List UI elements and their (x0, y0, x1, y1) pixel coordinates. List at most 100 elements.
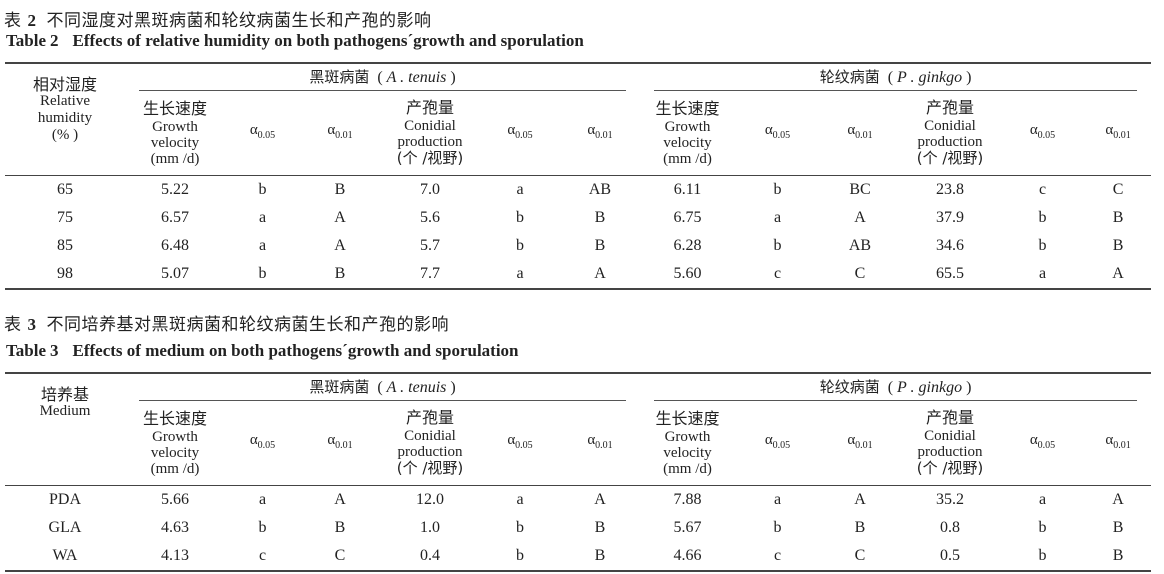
alpha-header: α0.05 (735, 401, 820, 485)
conidial-production-header: 产孢量 Conidial production (个 /视野) (900, 91, 1000, 175)
table-cell: b (516, 208, 524, 226)
table-cell: c (1038, 180, 1047, 198)
conidia-en: production (917, 134, 983, 151)
conidia-unit: (个 /视野) (916, 459, 984, 478)
alpha-header: α0.05 (225, 401, 300, 485)
alpha-level: 0.05 (257, 129, 276, 141)
table-cell: 5.7 (420, 236, 440, 254)
group-header: 黑斑病菌 ( A . tenuis ) (125, 373, 640, 401)
alpha-header: α0.01 (1085, 91, 1151, 175)
table-cell: b (1038, 236, 1047, 254)
group-name-cn: 黑斑病菌 (309, 68, 370, 86)
row-header-en: humidity (37, 110, 93, 126)
conidia-unit: (个 /视野) (916, 149, 984, 168)
table-cell: BC (849, 180, 871, 198)
caption-prefix: Table (6, 31, 47, 50)
table-row: PDA 5.66 a A 12.0 a A 7.88 a A 35.2 a A (5, 485, 1151, 514)
table-cell: A (334, 208, 346, 226)
alpha-symbol: α (587, 431, 596, 448)
table-cell: b (1038, 546, 1047, 564)
table-cell: b (516, 546, 524, 564)
group-latin-name: A . tenuis (386, 379, 447, 396)
table-caption-en: Table 3 Effects of medium on both pathogen… (6, 341, 519, 361)
table-cell: a (773, 208, 782, 226)
table-cell: 34.6 (936, 236, 964, 254)
table-cell: b (258, 264, 267, 282)
table-cell: 4.13 (161, 546, 189, 564)
table-cell: a (258, 236, 267, 254)
row-header-cn: 培养基 (40, 385, 89, 404)
alpha-header: α0.05 (480, 401, 560, 485)
row-label: 85 (57, 236, 73, 254)
table-row: GLA 4.63 b B 1.0 b B 5.67 b B 0.8 b B (5, 514, 1151, 542)
growth-en: (mm /d) (150, 150, 200, 167)
table-cell: AB (848, 236, 872, 254)
caption-text: Effects of relative humidity on both pat… (72, 31, 584, 50)
alpha-level: 0.05 (772, 129, 791, 141)
alpha-level: 0.05 (515, 439, 533, 451)
table-cell: B (1112, 546, 1124, 564)
conidia-cn: 产孢量 (925, 98, 974, 118)
table-cell: 5.6 (420, 208, 440, 226)
row-label: 75 (57, 208, 73, 226)
growth-en: Growth (664, 118, 711, 135)
table-cell: B (854, 518, 866, 536)
alpha-header: α0.05 (1000, 91, 1085, 175)
growth-velocity-header: 生长速度 Growth velocity (mm /d) (125, 91, 225, 175)
group-latin-name: P . ginkgo (897, 69, 963, 86)
alpha-level: 0.01 (855, 439, 873, 451)
table-cell: a (258, 490, 267, 508)
table-cell: A (854, 208, 866, 226)
table-cell: 6.48 (161, 236, 189, 254)
growth-en: velocity (663, 134, 712, 151)
row-header-en: (% ) (51, 127, 79, 143)
table-cell: 35.2 (936, 490, 964, 508)
alpha-symbol: α (327, 431, 336, 448)
conidia-en: production (397, 134, 463, 151)
table-cell: c (773, 546, 782, 564)
table-cell: 5.60 (673, 264, 702, 282)
table-cell: a (516, 264, 524, 282)
conidia-en: Conidial (404, 118, 456, 135)
table-cell: 1.0 (420, 518, 440, 536)
table-cell: 0.8 (940, 518, 960, 536)
growth-velocity-header: 生长速度 Growth velocity (mm /d) (125, 401, 225, 485)
table-cell: 37.9 (936, 208, 964, 226)
table-cell: A (1112, 264, 1124, 282)
table-cell: 5.67 (673, 518, 702, 536)
table-cell: A (334, 236, 346, 254)
growth-en: (mm /d) (150, 460, 200, 477)
table-cell: b (1038, 518, 1047, 536)
table-cell: 6.28 (673, 236, 702, 254)
growth-cn: 生长速度 (655, 98, 720, 118)
alpha-level: 0.05 (257, 439, 276, 451)
table-cell: A (594, 264, 606, 282)
conidia-cn: 产孢量 (405, 408, 454, 428)
alpha-level: 0.01 (595, 129, 613, 141)
table-cell: a (516, 490, 524, 508)
table-cell: A (1112, 490, 1124, 508)
alpha-level: 0.01 (595, 439, 613, 451)
growth-velocity-header: 生长速度 Growth velocity (mm /d) (640, 401, 735, 485)
alpha-header: α0.05 (1000, 401, 1085, 485)
table-cell: 6.11 (673, 180, 702, 198)
table-cell: 7.7 (420, 264, 440, 282)
group-latin-name: A . tenuis (386, 69, 447, 86)
growth-en: (mm /d) (663, 460, 712, 477)
table-caption-cn: 表 2 不同湿度对黑斑病菌和轮纹病菌生长和产孢的影响 (4, 6, 432, 31)
conidia-unit: (个 /视野) (396, 459, 464, 478)
group-name-cn: 轮纹病菌 (819, 68, 880, 86)
group-header: 轮纹病菌 ( P . ginkgo ) (640, 63, 1151, 91)
conidia-cn: 产孢量 (925, 408, 974, 428)
caption-number: 2 (27, 11, 37, 30)
caption-number: 2 (50, 31, 59, 50)
conidial-production-header: 产孢量 Conidial production (个 /视野) (900, 401, 1000, 485)
conidia-en: production (397, 444, 463, 461)
row-label: GLA (48, 518, 82, 536)
table-cell: 5.07 (161, 264, 189, 282)
table-cell: B (594, 208, 606, 226)
conidial-production-header: 产孢量 Conidial production (个 /视野) (380, 401, 480, 485)
group-header: 黑斑病菌 ( A . tenuis ) (125, 63, 640, 91)
table-row: 65 5.22 b B 7.0 a AB 6.11 b BC 23.8 c C (5, 175, 1151, 204)
table-cell: 7.88 (673, 490, 702, 508)
